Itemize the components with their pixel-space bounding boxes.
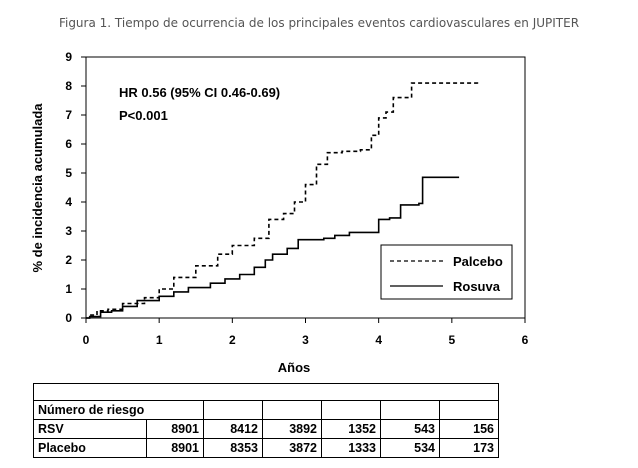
p-value-annotation: P<0.001 — [119, 108, 168, 123]
y-tick-label: 2 — [65, 253, 72, 267]
x-tick-label: 4 — [375, 333, 382, 347]
risk-table-header-empty — [203, 400, 263, 420]
legend-label-palcebo: Palcebo — [453, 254, 503, 269]
x-axis-title: Años — [278, 360, 311, 375]
table-cell: 8412 — [203, 419, 263, 439]
y-tick-label: 8 — [65, 79, 72, 93]
risk-table-row-placebo: Placebo 8901 8353 3872 1333 534 173 — [33, 438, 499, 458]
risk-table-header-empty — [439, 400, 499, 420]
x-axis: 0 1 2 3 4 5 6 — [83, 318, 529, 347]
y-tick-label: 1 — [65, 282, 72, 296]
y-tick-label: 4 — [65, 195, 72, 209]
legend-box — [380, 244, 513, 300]
figure-title: Figura 1. Tiempo de ocurrencia de los pr… — [58, 16, 580, 30]
row-label: RSV — [33, 419, 147, 439]
hr-annotation: HR 0.56 (95% CI 0.46-0.69) — [119, 85, 280, 100]
legend: Palcebo Rosuva — [380, 244, 513, 300]
risk-table-header-row: Número de riesgo — [33, 400, 499, 420]
risk-table-header-empty — [321, 400, 381, 420]
x-tick-label: 3 — [302, 333, 309, 347]
y-axis-title: % de incidencia acumulada — [30, 103, 45, 273]
y-axis: 0 1 2 3 4 5 6 7 8 9 — [65, 50, 86, 325]
table-cell: 8901 — [146, 438, 204, 458]
table-cell: 156 — [439, 419, 499, 439]
x-tick-label: 1 — [156, 333, 163, 347]
row-label: Placebo — [33, 438, 147, 458]
table-cell: 534 — [380, 438, 440, 458]
y-tick-label: 3 — [65, 224, 72, 238]
risk-table-top-row — [33, 383, 499, 401]
risk-table-row-rsv: RSV 8901 8412 3892 1352 543 156 — [33, 419, 499, 439]
risk-table: Número de riesgo RSV 8901 8412 3892 1352… — [33, 383, 499, 458]
y-tick-label: 6 — [65, 137, 72, 151]
table-cell: 1352 — [321, 419, 381, 439]
table-cell: 1333 — [321, 438, 381, 458]
table-cell: 543 — [380, 419, 440, 439]
table-cell: 8353 — [203, 438, 263, 458]
legend-label-rosuva: Rosuva — [453, 279, 501, 294]
risk-table-header-empty — [262, 400, 322, 420]
table-cell: 3892 — [262, 419, 322, 439]
y-tick-label: 5 — [65, 166, 72, 180]
series-layer — [86, 82, 479, 319]
y-tick-label: 9 — [65, 50, 72, 64]
x-tick-label: 0 — [83, 333, 90, 347]
x-tick-label: 2 — [229, 333, 236, 347]
y-tick-label: 0 — [65, 311, 72, 325]
risk-table-header: Número de riesgo — [33, 400, 204, 420]
km-chart: 0 1 2 3 4 5 6 7 8 9 0 1 2 3 4 5 6 HR 0.56 (95% CI 0.46-… — [30, 50, 529, 375]
series-line-rosuva — [86, 176, 460, 319]
risk-table-top-cell — [33, 383, 499, 401]
risk-table-header-empty — [380, 400, 440, 420]
table-cell: 8901 — [146, 419, 204, 439]
y-tick-label: 7 — [65, 108, 72, 122]
x-tick-label: 5 — [448, 333, 455, 347]
table-cell: 3872 — [262, 438, 322, 458]
table-cell: 173 — [439, 438, 499, 458]
x-tick-label: 6 — [522, 333, 529, 347]
